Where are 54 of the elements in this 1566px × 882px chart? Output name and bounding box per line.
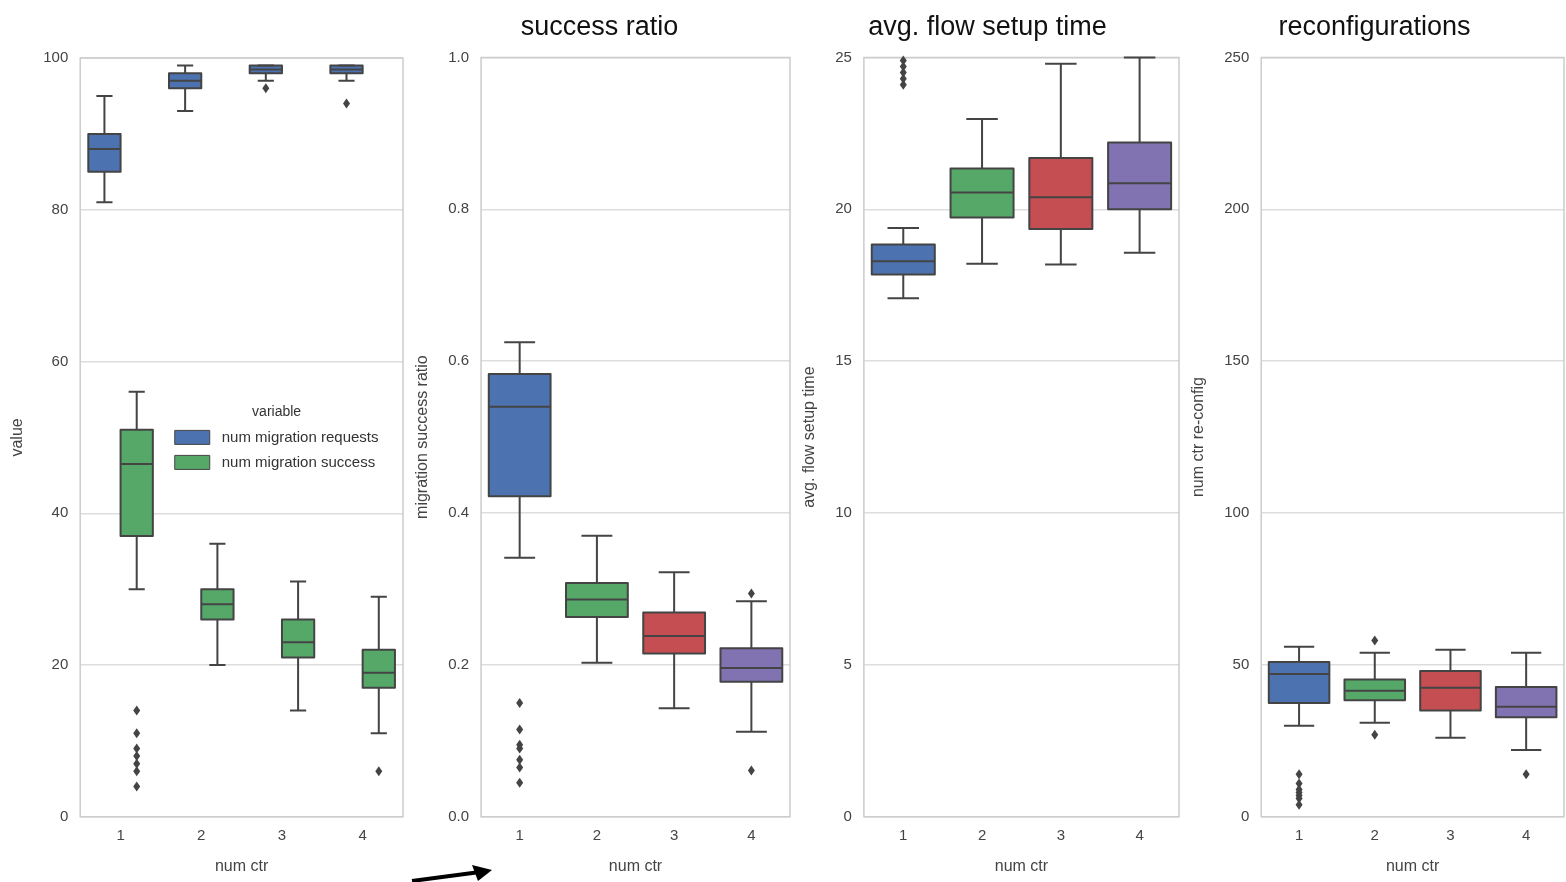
y-tick-label: 50 [1232, 655, 1250, 673]
y-axis-title: avg. flow setup time [800, 366, 818, 508]
x-tick-label: 2 [592, 825, 602, 843]
x-tick-label: 1 [515, 825, 524, 843]
y-tick-label: 1.0 [448, 47, 470, 65]
y-axis-title: migration success ratio [413, 355, 431, 519]
y-tick-label: 150 [1224, 351, 1250, 369]
x-tick-label: 1 [1294, 825, 1304, 843]
x-axis-title: num ctr [994, 856, 1049, 874]
y-tick-label: 10 [835, 503, 852, 521]
y-tick-label: 60 [51, 351, 69, 369]
x-tick-label: 4 [1135, 825, 1144, 843]
x-tick-label: 3 [277, 825, 287, 843]
x-tick-label: 1 [899, 825, 908, 843]
legend-title: variable [252, 403, 302, 420]
y-tick-label: 0.2 [448, 655, 470, 673]
y-tick-label: 200 [1224, 199, 1250, 217]
y-tick-label: 0 [1240, 806, 1250, 824]
y-tick-label: 0.4 [448, 503, 470, 521]
y-axis-title: value [8, 418, 26, 457]
x-tick-label: 2 [1370, 825, 1379, 843]
chart-title: reconfigurations [1278, 10, 1471, 41]
x-tick-label: 4 [1521, 825, 1531, 843]
x-axis-title: num ctr [1385, 856, 1440, 874]
x-axis-title: num ctr [608, 856, 663, 874]
chart-title: avg. flow setup time [868, 10, 1107, 41]
y-tick-label: 0.8 [448, 199, 470, 217]
y-tick-label: 25 [835, 47, 852, 65]
x-axis-title: num ctr [214, 856, 269, 874]
x-tick-label: 3 [1446, 825, 1455, 843]
x-tick-label: 2 [977, 825, 987, 843]
y-tick-label: 20 [835, 199, 852, 217]
x-tick-label: 1 [116, 825, 125, 843]
x-tick-label: 3 [669, 825, 679, 843]
y-tick-label: 0.6 [448, 351, 470, 369]
y-tick-label: 250 [1224, 47, 1250, 65]
y-tick-label: 80 [51, 199, 69, 217]
y-tick-label: 100 [43, 48, 69, 66]
y-tick-label: 20 [51, 655, 69, 673]
legend-label: num migration requests [221, 427, 379, 445]
y-tick-label: 0 [843, 806, 852, 824]
y-tick-label: 0.0 [448, 806, 470, 824]
y-tick-label: 40 [51, 503, 69, 521]
y-tick-label: 15 [835, 351, 852, 369]
y-tick-label: 5 [843, 655, 852, 673]
chart-title: success ratio [520, 10, 679, 41]
x-tick-label: 2 [197, 825, 206, 843]
y-tick-label: 100 [1224, 503, 1250, 521]
x-tick-label: 4 [358, 825, 367, 843]
y-tick-label: 0 [59, 806, 69, 824]
x-tick-label: 4 [747, 825, 756, 843]
y-axis-title: num ctr re-config [1189, 377, 1207, 498]
x-tick-label: 3 [1056, 825, 1065, 843]
legend-label: num migration success [221, 452, 376, 470]
